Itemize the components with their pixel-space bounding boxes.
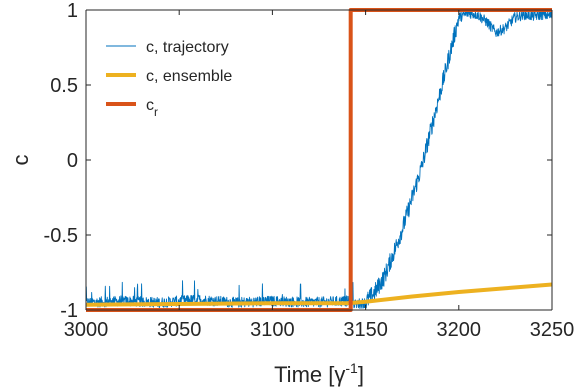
- x-tick-label: 3050: [157, 319, 202, 341]
- y-tick-label: 0: [67, 150, 78, 172]
- legend-label-ensemble: c, ensemble: [146, 68, 232, 85]
- x-axis-label: Time [γ-1]: [274, 360, 364, 387]
- x-tick-label: 3000: [64, 319, 109, 341]
- ticks-layer: 3000 3050 3100 3150 3200 3250 -1 -0.5 0 0.5 1: [44, 0, 575, 341]
- legend: c, trajectory c, ensemble cr: [106, 39, 232, 119]
- legend-label-cr: cr: [146, 97, 158, 119]
- y-tick-label: 0.5: [50, 75, 78, 97]
- legend-label-trajectory: c, trajectory: [146, 39, 229, 56]
- x-tick-label: 3250: [530, 319, 575, 341]
- x-tick-label: 3100: [250, 319, 295, 341]
- x-tick-label: 3150: [343, 319, 388, 341]
- y-tick-label: -1: [60, 300, 78, 322]
- plot-area: [86, 10, 552, 310]
- series-line-1: [86, 282, 552, 307]
- y-axis-label: c: [8, 155, 33, 166]
- axes-layer: [85, 9, 553, 311]
- y-tick-label: -0.5: [44, 225, 78, 247]
- y-tick-label: 1: [67, 0, 78, 22]
- x-tick-label: 3200: [437, 319, 482, 341]
